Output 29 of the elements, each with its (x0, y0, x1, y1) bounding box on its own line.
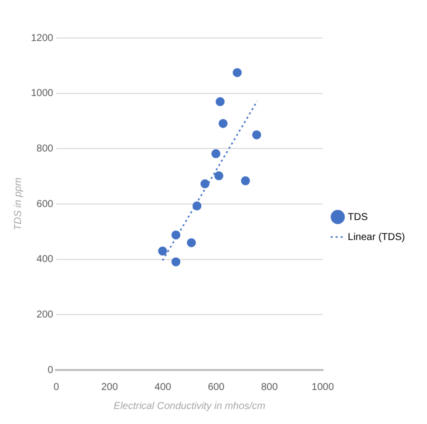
y-tick-label: 800 (36, 143, 54, 154)
point (252, 130, 262, 140)
point (218, 118, 228, 128)
x-tick-label: 1000 (312, 382, 334, 393)
point (214, 171, 224, 180)
y-tick-label: 1200 (30, 32, 54, 44)
point (192, 201, 202, 210)
y-tick-label: 0 (48, 364, 54, 376)
point (158, 246, 168, 256)
y-tick-label: 200 (36, 309, 54, 320)
point (232, 68, 242, 78)
point (200, 179, 210, 188)
x-tick-label: 600 (208, 382, 225, 393)
y-tick-label: 400 (36, 254, 54, 266)
x-tick-label: 800 (261, 382, 278, 393)
point (171, 257, 180, 266)
point (186, 238, 196, 248)
point (240, 176, 250, 186)
y-tick-label: 1000 (30, 88, 54, 100)
legend-label: Linear (TDS) (348, 232, 406, 243)
y-axis-title: TDS in ppm (12, 178, 24, 230)
x-axis-title: Electrical Conductivity in mhos/cm (114, 400, 266, 412)
legend-label: TDS (348, 212, 368, 223)
x-tick-label: 200 (101, 382, 118, 393)
point (216, 97, 225, 106)
point (171, 230, 180, 240)
y-tick-label: 600 (36, 198, 54, 210)
x-tick-label: 400 (154, 382, 172, 393)
point (211, 149, 220, 158)
